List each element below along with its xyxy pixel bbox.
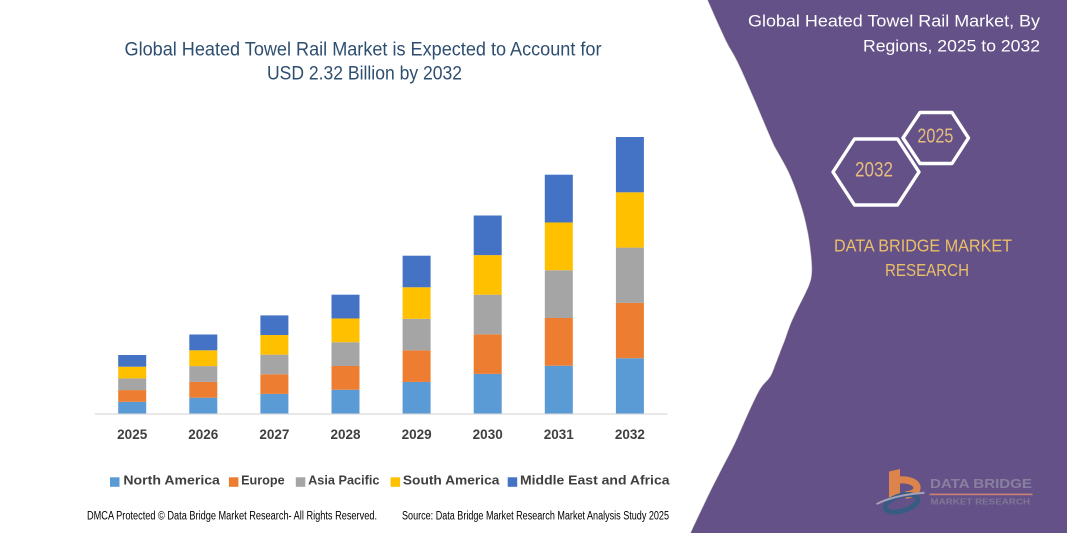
svg-text:2031: 2031 — [544, 427, 575, 442]
svg-text:DMCA Protected © Data Bridge M: DMCA Protected © Data Bridge Market Rese… — [87, 511, 377, 523]
svg-text:DATA BRIDGE: DATA BRIDGE — [930, 476, 1032, 491]
svg-text:2028: 2028 — [330, 427, 361, 442]
svg-text:Asia Pacific: Asia Pacific — [308, 474, 379, 488]
svg-text:2025: 2025 — [117, 427, 148, 442]
svg-text:MARKET RESEARCH: MARKET RESEARCH — [931, 497, 1031, 507]
svg-text:2029: 2029 — [402, 427, 432, 442]
svg-text:Source: Data Bridge Market Res: Source: Data Bridge Market Research Mark… — [402, 511, 669, 523]
svg-text:2027: 2027 — [259, 427, 289, 442]
svg-text:2032: 2032 — [855, 158, 893, 182]
svg-text:Europe: Europe — [241, 474, 285, 488]
svg-text:Global Heated Towel Rail Marke: Global Heated Towel Rail Market, By — [748, 12, 1041, 31]
svg-text:South America: South America — [403, 474, 501, 488]
svg-text:RESEARCH: RESEARCH — [885, 260, 969, 280]
svg-text:USD 2.32 Billion by 2032: USD 2.32 Billion by 2032 — [267, 64, 462, 85]
svg-text:Middle East and Africa: Middle East and Africa — [520, 474, 671, 488]
svg-text:2030: 2030 — [473, 427, 503, 442]
svg-text:2025: 2025 — [917, 125, 953, 147]
svg-text:2032: 2032 — [615, 427, 645, 442]
svg-text:Global Heated Towel Rail Marke: Global Heated Towel Rail Market is Expec… — [125, 40, 603, 61]
svg-text:2026: 2026 — [188, 427, 219, 442]
svg-text:Regions, 2025 to 2032: Regions, 2025 to 2032 — [863, 37, 1040, 56]
svg-text:North America: North America — [123, 474, 221, 488]
svg-text:DATA BRIDGE MARKET: DATA BRIDGE MARKET — [834, 236, 1012, 256]
